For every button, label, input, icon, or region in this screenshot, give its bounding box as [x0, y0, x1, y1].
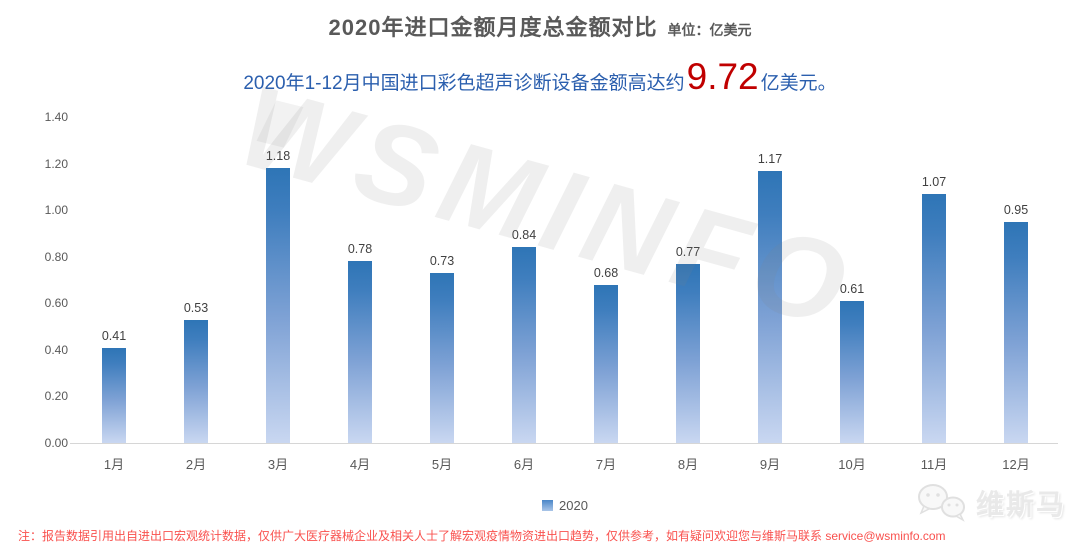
subtitle-suffix: 亿美元。 — [760, 73, 837, 94]
bar-value-label: 0.77 — [675, 244, 701, 259]
subtitle-highlight-value: 9.72 — [686, 56, 759, 97]
x-tick-label: 8月 — [677, 457, 699, 472]
bar-group: 0.68 — [565, 117, 647, 443]
chart-title: 2020年进口金额月度总金额对比 — [328, 15, 658, 40]
y-tick-label: 0.80 — [44, 249, 68, 264]
x-tick-label: 5月 — [431, 457, 453, 472]
x-tick-label: 4月 — [349, 457, 371, 472]
y-tick-label: 1.40 — [44, 110, 68, 124]
subtitle: 2020年1-12月中国进口彩色超声诊断设备金额高达约 9.72 亿美元。 — [0, 58, 1080, 95]
bar-group: 1.07 — [893, 117, 975, 443]
bar-value-label: 0.84 — [511, 228, 537, 243]
bar — [348, 261, 372, 443]
bar — [512, 247, 536, 443]
title-row: 2020年进口金额月度总金额对比 单位：亿美元 — [0, 10, 1080, 42]
x-tick-label: 11月 — [920, 457, 948, 472]
x-tick-label: 1月 — [103, 457, 125, 472]
x-axis-line — [70, 443, 1058, 444]
bar-value-label: 1.07 — [921, 174, 947, 189]
bar-group: 1.18 — [237, 117, 319, 443]
x-tick-label: 2月 — [185, 457, 207, 472]
y-tick-label: 0.20 — [44, 389, 68, 404]
bar-value-label: 0.95 — [1003, 202, 1029, 217]
bar-group: 0.78 — [319, 117, 401, 443]
bar — [676, 263, 700, 443]
brand-logo: 维斯马 — [916, 482, 1066, 524]
bar-group: 0.73 — [401, 117, 483, 443]
bar — [1004, 221, 1028, 443]
unit-label: 单位：亿美元 — [667, 22, 752, 38]
x-tick-label: 9月 — [759, 457, 781, 472]
x-tick-label: 7月 — [595, 457, 617, 472]
x-tick-label: 3月 — [267, 457, 289, 472]
bar-group: 1.17 — [729, 117, 811, 443]
bar — [922, 193, 946, 443]
bar-group: 0.41 — [73, 117, 155, 443]
bar-value-label: 0.61 — [839, 281, 865, 296]
bar — [594, 284, 618, 443]
bar-group: 0.53 — [155, 117, 237, 443]
wechat-icon — [917, 484, 965, 522]
legend-label: 2020 — [559, 498, 588, 513]
bar-group: 0.77 — [647, 117, 729, 443]
bar-value-label: 0.41 — [101, 328, 127, 343]
bar-value-label: 0.68 — [593, 265, 619, 280]
bar-value-label: 0.73 — [429, 254, 455, 269]
bar-value-label: 0.78 — [347, 242, 373, 257]
y-tick-label: 1.00 — [44, 203, 68, 218]
bar-value-label: 0.53 — [183, 300, 209, 315]
bar-value-label: 1.17 — [757, 151, 783, 166]
bar — [840, 300, 864, 443]
subtitle-prefix: 2020年1-12月中国进口彩色超声诊断设备金额高达约 — [243, 73, 685, 94]
bar — [430, 273, 454, 443]
plot-area: 0.41 0.53 1.18 0.78 0.73 0.84 0.68 0.77 1.17 0.61… — [73, 117, 1057, 443]
bar-group: 0.84 — [483, 117, 565, 443]
y-tick-label: 0.60 — [44, 296, 68, 311]
brand-name: 维斯马 — [975, 489, 1066, 520]
bar — [266, 168, 290, 443]
legend-swatch-2020 — [542, 500, 554, 511]
x-axis-labels: 1月 2月 3月 4月 5月 6月 7月 8月 9月 10月 11月 12月 — [73, 454, 1057, 473]
legend: 2020 — [73, 498, 1057, 513]
y-tick-label: 0.00 — [44, 436, 68, 450]
x-tick-label: 12月 — [1002, 457, 1030, 472]
bar — [184, 319, 208, 443]
footer-note: 注：报告数据引用出自进出口宏观统计数据，仅供广大医疗器械企业及相关人士了解宏观疫… — [18, 529, 946, 543]
bar-value-label: 1.18 — [265, 149, 291, 164]
bar-group: 0.61 — [811, 117, 893, 443]
bar — [758, 170, 782, 443]
x-tick-label: 10月 — [838, 457, 866, 472]
bar — [102, 347, 126, 443]
bar-group: 0.95 — [975, 117, 1057, 443]
y-tick-label: 0.40 — [44, 342, 68, 357]
x-tick-label: 6月 — [513, 457, 535, 472]
y-tick-label: 1.20 — [44, 156, 68, 171]
